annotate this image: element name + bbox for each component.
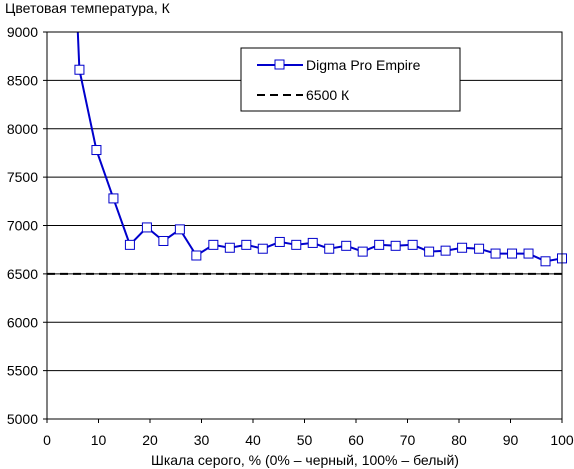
data-point-51.6 [307, 237, 318, 248]
y-tick-label-9000: 9000 [7, 24, 38, 40]
x-tick-label-40: 40 [245, 432, 261, 448]
data-point-22.6 [158, 235, 169, 246]
data-point-19.4 [141, 222, 152, 233]
data-point-83.9 [474, 243, 485, 254]
data-point-93.5 [523, 248, 534, 259]
y-tick-label-6500: 6500 [7, 266, 38, 282]
data-point-61.3 [357, 246, 368, 257]
plot-frame [46, 31, 563, 420]
data-point-58.1 [341, 240, 352, 251]
data-point-12.9 [108, 193, 119, 204]
data-point-32.3 [208, 239, 219, 250]
data-point-96.8 [540, 256, 551, 267]
axes: 5000 5500 6000 6500 7000 7500 8000 8500 9000 0 10 2… [7, 24, 574, 448]
data-point-54.8 [324, 243, 335, 254]
x-tick-label-70: 70 [400, 432, 416, 448]
y-tick-label-8000: 8000 [7, 121, 38, 137]
legend-marker-digma [274, 59, 285, 70]
data-point-16.1 [124, 239, 135, 250]
x-axis-label: Шкала серого, % (0% – черный, 100% – бел… [151, 452, 459, 468]
x-tick-label-60: 60 [348, 432, 364, 448]
data-point-6.3 [74, 64, 85, 75]
y-tick-label-6000: 6000 [7, 314, 38, 330]
x-tick-label-0: 0 [43, 432, 51, 448]
data-point-29 [191, 250, 202, 261]
x-tick-label-10: 10 [91, 432, 107, 448]
data-point-38.7 [241, 239, 252, 250]
data-point-48.4 [291, 239, 302, 250]
legend-label-digma: Digma Pro Empire [306, 57, 421, 73]
x-tick-label-30: 30 [194, 432, 210, 448]
data-point-45.2 [274, 236, 285, 247]
data-point-87.1 [490, 248, 501, 259]
data-point-41.9 [257, 243, 268, 254]
legend: Digma Pro Empire 6500 К [240, 47, 461, 112]
x-tick-label-90: 90 [503, 432, 519, 448]
y-tick-label-5500: 5500 [7, 363, 38, 379]
data-point-71 [407, 239, 418, 250]
y-tick-label-8500: 8500 [7, 72, 38, 88]
data-point-77.4 [440, 245, 451, 256]
data-point-25.8 [174, 224, 185, 235]
series-layer [74, 32, 567, 267]
data-point-90.3 [507, 248, 518, 259]
chart-title: Цветовая температура, К [5, 0, 171, 16]
legend-box [240, 47, 461, 112]
data-point-35.5 [224, 242, 235, 253]
data-point-74.2 [424, 246, 435, 257]
data-point-9.6 [91, 145, 102, 156]
y-tick-label-7500: 7500 [7, 169, 38, 185]
x-tick-label-50: 50 [297, 432, 313, 448]
y-tick-label-7000: 7000 [7, 218, 38, 234]
data-point-80.6 [457, 242, 468, 253]
legend-label-6500: 6500 К [306, 87, 350, 103]
y-tick-label-5000: 5000 [7, 411, 38, 427]
data-point-67.7 [390, 240, 401, 251]
data-point-64.5 [374, 239, 385, 250]
x-tick-label-80: 80 [451, 432, 467, 448]
x-tick-label-100: 100 [550, 432, 574, 448]
x-tick-label-20: 20 [142, 432, 158, 448]
